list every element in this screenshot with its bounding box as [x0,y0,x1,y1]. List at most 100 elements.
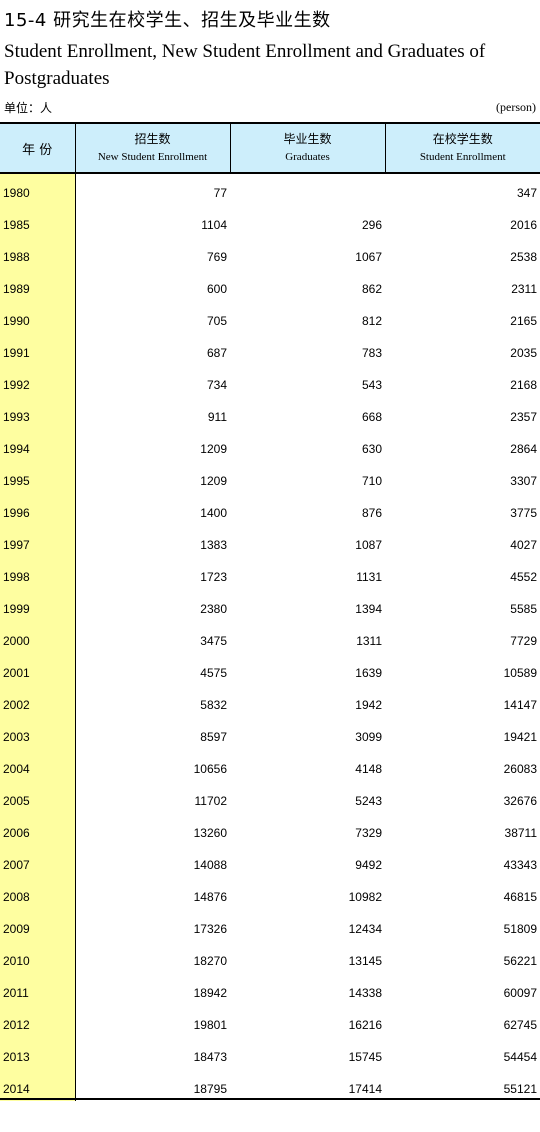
new-enrollment-cell: 10656 [193,762,227,776]
table-row: 2009 17326 12434 51809 [0,909,540,941]
graduates-cell: 783 [361,346,382,360]
new-enrollment-cell: 5832 [200,698,227,712]
student-enrollment-cell: 46815 [503,890,537,904]
year-cell: 2001 [0,653,76,685]
table-row: 1989 600 862 2311 [0,269,540,301]
table-row: 2000 3475 1311 7729 [0,621,540,653]
new-enrollment-cell: 1723 [200,570,227,584]
table-row: 1993 911 668 2357 [0,397,540,429]
student-enrollment-cell: 347 [516,186,537,200]
table-row: 2001 4575 1639 10589 [0,653,540,685]
table-row: 2007 14088 9492 43343 [0,845,540,877]
year-cell: 1988 [0,237,76,269]
new-enrollment-cell: 18270 [193,954,227,968]
table-row: 1985 1104 296 2016 [0,205,540,237]
graduates-cell: 630 [361,442,382,456]
student-enrollment-cell: 56221 [503,954,537,968]
new-enrollment-cell: 1104 [201,218,227,232]
graduates-cell: 17414 [348,1082,382,1096]
year-cell: 1980 [0,173,76,205]
student-enrollment-cell: 19421 [503,730,537,744]
year-cell: 2012 [0,1005,76,1037]
header-graduates-cn: 毕业生数 [283,132,332,146]
new-enrollment-cell: 2380 [200,602,227,616]
graduates-cell: 3099 [355,730,382,744]
year-cell: 1998 [0,557,76,589]
graduates-cell: 296 [361,218,382,232]
graduates-cell: 10982 [348,890,382,904]
year-cell: 2014 [0,1069,76,1101]
table-row: 2013 18473 15745 54454 [0,1037,540,1069]
new-enrollment-cell: 18942 [193,986,227,1000]
table-row: 2003 8597 3099 19421 [0,717,540,749]
graduates-cell: 812 [361,314,382,328]
year-cell: 1999 [0,589,76,621]
graduates-cell: 12434 [348,922,382,936]
new-enrollment-cell: 769 [206,250,227,264]
graduates-cell [230,173,385,205]
graduates-cell: 543 [361,378,382,392]
graduates-cell: 16216 [348,1018,382,1032]
student-enrollment-cell: 60097 [503,986,537,1000]
student-enrollment-cell: 2311 [511,282,537,296]
student-enrollment-cell: 14147 [503,698,537,712]
header-student-enrollment: 在校学生数 Student Enrollment [384,122,540,174]
year-cell: 1993 [0,397,76,429]
student-enrollment-cell: 2168 [510,378,537,392]
graduates-cell: 1942 [355,698,382,712]
table-row: 1997 1383 1087 4027 [0,525,540,557]
table-row: 2011 18942 14338 60097 [0,973,540,1005]
table-title-english: Student Enrollment, New Student Enrollme… [4,41,486,89]
student-enrollment-cell: 32676 [503,794,537,808]
table-row: 1996 1400 876 3775 [0,493,540,525]
new-enrollment-cell: 911 [207,410,227,424]
year-cell: 1989 [0,269,76,301]
new-enrollment-cell: 4575 [200,666,227,680]
table-row: 2005 11702 5243 32676 [0,781,540,813]
table-row: 2002 5832 1942 14147 [0,685,540,717]
year-cell: 2004 [0,749,76,781]
year-cell: 2008 [0,877,76,909]
student-enrollment-cell: 4552 [510,570,537,584]
student-enrollment-cell: 26083 [503,762,537,776]
year-cell: 1995 [0,461,76,493]
year-cell: 1992 [0,365,76,397]
table-row: 2014 18795 17414 55121 [0,1069,540,1101]
new-enrollment-cell: 11702 [194,794,227,808]
new-enrollment-cell: 3475 [200,634,227,648]
new-enrollment-cell: 18473 [193,1050,227,1064]
table-row: 1992 734 543 2168 [0,365,540,397]
student-enrollment-cell: 7729 [510,634,537,648]
graduates-cell: 1067 [355,250,382,264]
new-enrollment-cell: 13260 [193,826,227,840]
table-row: 2006 13260 7329 38711 [0,813,540,845]
graduates-cell: 1311 [356,634,382,648]
table-row: 1980 77 347 [0,173,540,205]
new-enrollment-cell: 14876 [193,890,227,904]
year-cell: 2002 [0,685,76,717]
new-enrollment-cell: 1383 [200,538,227,552]
student-enrollment-cell: 62745 [503,1018,537,1032]
header-year: 年 份 [0,122,76,174]
bottom-rule [0,1098,540,1100]
new-enrollment-cell: 600 [206,282,227,296]
enrollment-table: 年 份 招生数 New Student Enrollment 毕业生数 Grad… [0,122,540,1101]
year-cell: 2009 [0,909,76,941]
student-enrollment-cell: 2357 [510,410,537,424]
header-new-enrollment-en: New Student Enrollment [97,151,208,163]
student-enrollment-cell: 3775 [510,506,537,520]
unit-label-english: (person) [496,100,536,114]
graduates-cell: 7329 [355,826,382,840]
graduates-cell: 14338 [348,986,382,1000]
new-enrollment-cell: 8597 [200,730,227,744]
student-enrollment-cell: 55121 [503,1082,537,1096]
student-enrollment-cell: 2864 [510,442,537,456]
table-row: 2012 19801 16216 62745 [0,1005,540,1037]
student-enrollment-cell: 2165 [510,314,537,328]
student-enrollment-cell: 43343 [503,858,537,872]
year-cell: 2010 [0,941,76,973]
new-enrollment-cell: 17326 [193,922,227,936]
header-new-enrollment: 招生数 New Student Enrollment [74,122,231,174]
new-enrollment-cell: 1400 [200,506,227,520]
student-enrollment-cell: 5585 [510,602,537,616]
